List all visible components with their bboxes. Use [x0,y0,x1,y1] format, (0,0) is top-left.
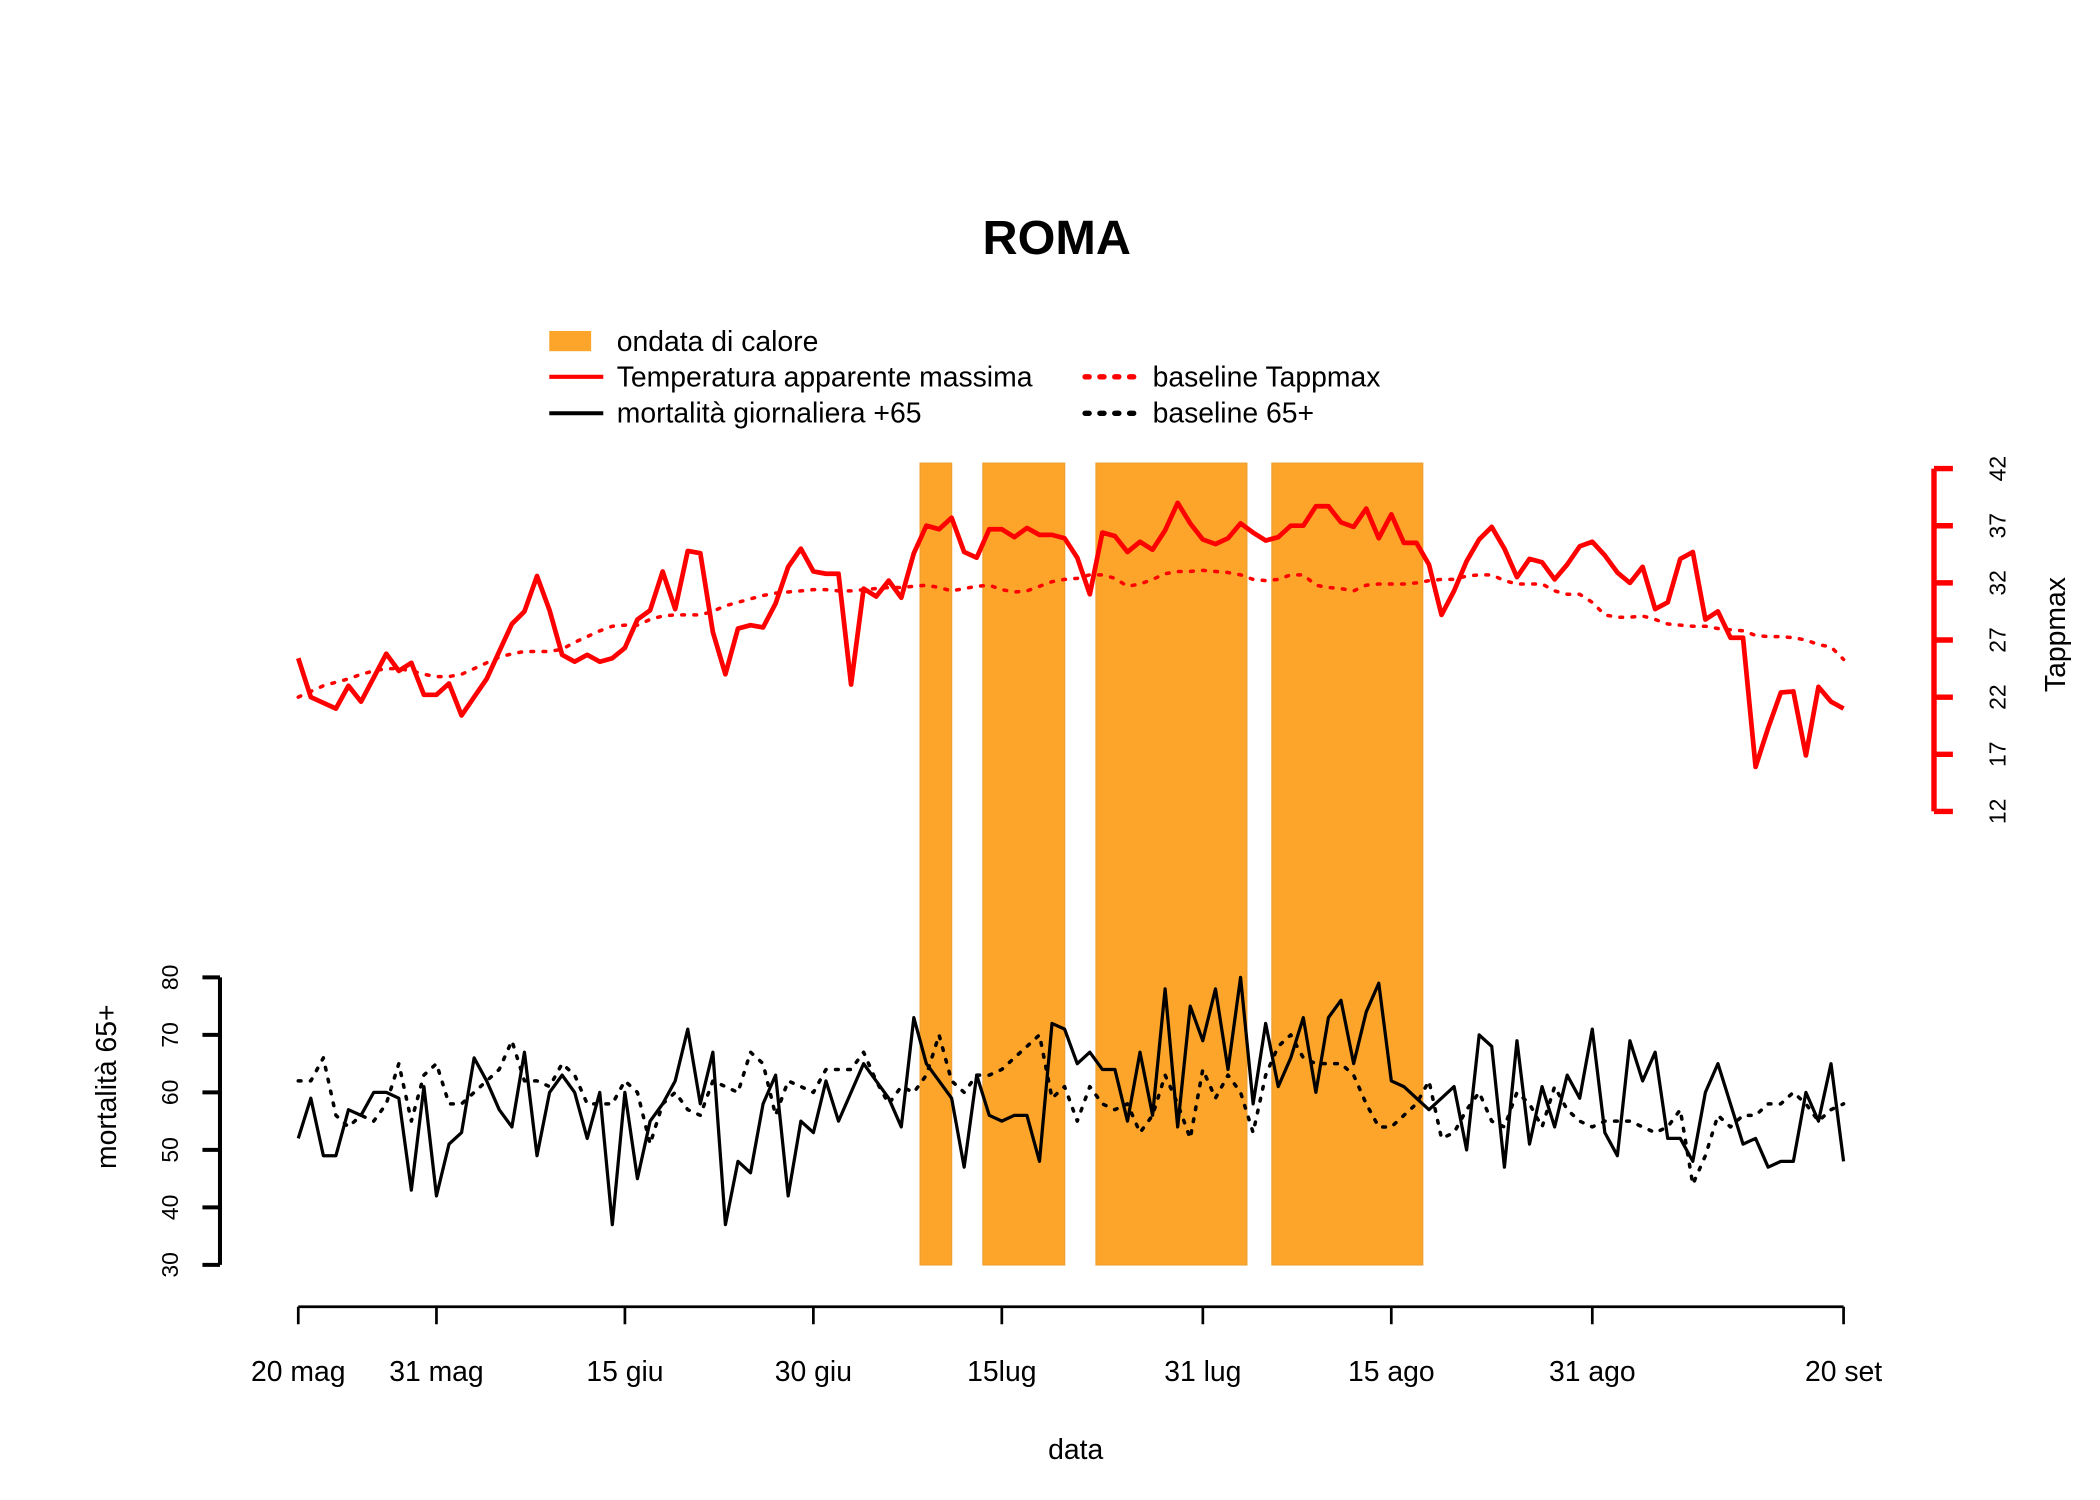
legend-label-heatwave: ondata di calore [617,326,819,358]
left-axis: 30 40 50 60 70 80 [157,965,223,1278]
legend-swatch-heatwave [549,330,592,352]
x-tick-label: 15 ago [1348,1356,1435,1388]
x-tick-label: 20 set [1805,1356,1882,1388]
left-tick-label: 40 [157,1195,183,1221]
legend-label-baseline-temperature: baseline Tappmax [1153,361,1381,393]
x-tick-label: 15 giu [586,1356,663,1388]
heatwave-band [982,462,1066,1266]
legend-label-baseline-mortality: baseline 65+ [1153,398,1314,430]
right-tick-label: 37 [1985,513,2011,539]
heatwave-band [1271,462,1424,1266]
series-line-temperatura-apparente-massima [296,500,1845,770]
x-axis-label: data [1048,1434,1103,1466]
right-tick-label: 17 [1985,742,2011,768]
right-tick-label: 42 [1985,456,2011,482]
x-tick-label: 15lug [967,1356,1036,1388]
x-tick-label: 20 mag [251,1356,345,1388]
x-axis: 20 mag 31 mag 15 giu 30 giu 15lug 31 lug 15 ag… [251,1305,1882,1388]
legend: ondata di calore Temperatura apparente m… [549,326,1380,430]
legend-label-mortality: mortalità giornaliera +65 [617,398,922,430]
right-axis: 12 17 22 27 32 37 42 [1931,456,2011,825]
right-tick-label: 32 [1985,570,2011,596]
right-tick-label: 22 [1985,684,2011,710]
left-tick-label: 50 [157,1137,183,1163]
heatwave-band [919,462,953,1266]
heatwave-band [1095,462,1248,1266]
left-axis-label: mortalità 65+ [91,1004,123,1169]
x-tick-label: 31 ago [1549,1356,1636,1388]
left-tick-label: 70 [157,1022,183,1048]
x-tick-label: 31 mag [389,1356,484,1388]
series-lines [296,500,1846,1227]
right-axis-label: Tappmax [2040,577,2072,692]
right-tick-label: 27 [1985,627,2011,653]
chart-title: ROMA [983,211,1131,265]
x-tick-label: 31 lug [1164,1356,1241,1388]
left-tick-label: 30 [157,1252,183,1278]
series-line-baseline-tappmax [296,568,1846,699]
left-tick-label: 60 [157,1080,183,1106]
right-tick-label: 12 [1985,799,2011,825]
left-tick-label: 80 [157,965,183,991]
legend-label-temperature: Temperatura apparente massima [617,361,1033,393]
x-tick-label: 30 giu [775,1356,852,1388]
heatwave-bands [919,462,1424,1266]
series-line-mortalit-giornaliera-65 [296,975,1846,1227]
